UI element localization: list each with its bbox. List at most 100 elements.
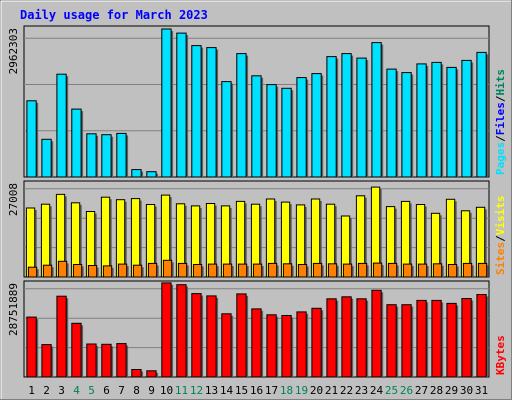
bar-sites-day-16 [252, 263, 263, 278]
bar-kbytes-day-15 [236, 293, 247, 378]
bar-pages-day-6 [101, 134, 112, 178]
day-label-24: 24 [370, 384, 384, 397]
side-label-part: / [494, 95, 507, 102]
bar-kbytes-day-18 [281, 315, 292, 378]
max-label-top: 2962303 [7, 28, 20, 74]
bar-pages-day-27 [416, 63, 427, 178]
day-label-27: 27 [415, 384, 428, 397]
bar-kbytes-day-31 [476, 294, 487, 378]
bar-kbytes-day-24 [371, 289, 382, 378]
side-label-part: Files [494, 102, 507, 135]
bar-kbytes-day-9 [146, 370, 157, 378]
day-label-16: 16 [250, 384, 263, 397]
bar-sites-day-12 [192, 264, 203, 278]
bar-pages-day-10 [161, 28, 172, 178]
bar-sites-day-10 [162, 259, 173, 278]
day-label-19: 19 [295, 384, 308, 397]
bar-kbytes-day-28 [431, 299, 442, 378]
bar-pages-day-15 [236, 53, 247, 178]
bar-pages-day-20 [311, 73, 322, 178]
day-label-29: 29 [445, 384, 458, 397]
bar-kbytes-day-6 [101, 343, 112, 378]
bar-sites-day-20 [312, 262, 323, 278]
bar-sites-day-18 [282, 263, 293, 278]
bar-pages-day-9 [146, 171, 157, 178]
bar-pages-day-30 [461, 59, 472, 178]
bar-pages-day-19 [296, 77, 307, 178]
bar-sites-day-21 [327, 263, 338, 278]
side-label-middle: Sites/Visits [494, 196, 507, 276]
bar-sites-day-4 [72, 264, 83, 278]
chart-title: Daily usage for March 2023 [20, 8, 208, 22]
bar-visits-day-6 [100, 196, 111, 278]
day-label-6: 6 [103, 384, 110, 397]
day-label-17: 17 [265, 384, 278, 397]
bar-pages-day-25 [386, 68, 397, 178]
side-label-part: Visits [494, 196, 507, 236]
bar-sites-day-27 [417, 263, 428, 278]
day-label-23: 23 [355, 384, 368, 397]
bar-sites-day-3 [57, 260, 68, 278]
bar-sites-day-17 [267, 262, 278, 278]
bar-pages-day-28 [431, 61, 442, 178]
bar-sites-day-26 [402, 263, 413, 278]
day-label-1: 1 [28, 384, 35, 397]
bar-pages-day-14 [221, 81, 232, 178]
bar-sites-day-31 [477, 262, 488, 278]
bar-sites-day-28 [432, 263, 443, 278]
day-label-21: 21 [325, 384, 338, 397]
day-label-12: 12 [190, 384, 203, 397]
bar-kbytes-day-4 [71, 322, 82, 378]
day-label-7: 7 [118, 384, 125, 397]
bar-kbytes-day-10 [161, 282, 172, 378]
bar-sites-day-1 [27, 266, 38, 278]
bar-pages-day-22 [341, 53, 352, 178]
bar-pages-day-5 [86, 133, 97, 178]
bar-pages-day-29 [446, 66, 457, 178]
bar-pages-day-18 [281, 87, 292, 178]
bar-sites-day-8 [132, 264, 143, 278]
bar-kbytes-day-12 [191, 293, 202, 378]
day-label-9: 9 [148, 384, 155, 397]
day-label-11: 11 [175, 384, 188, 397]
bar-sites-day-15 [237, 263, 248, 278]
day-label-13: 13 [205, 384, 218, 397]
max-label-bottom: 28751889 [7, 283, 20, 336]
side-label-part: KBytes [494, 335, 507, 375]
bar-sites-day-9 [147, 262, 158, 278]
bar-pages-day-24 [371, 42, 382, 178]
bar-kbytes-day-23 [356, 298, 367, 378]
bar-kbytes-day-8 [131, 369, 142, 378]
side-label-part: Pages [494, 142, 507, 175]
day-label-26: 26 [400, 384, 413, 397]
side-label-bottom: KBytes [494, 335, 507, 375]
bar-sites-day-2 [42, 264, 53, 278]
bar-kbytes-day-29 [446, 302, 457, 378]
panel-bottom: 28751889 KBytes [7, 280, 507, 378]
bar-kbytes-day-30 [461, 298, 472, 378]
bar-sites-day-23 [357, 262, 368, 278]
bar-kbytes-day-5 [86, 343, 97, 378]
day-label-18: 18 [280, 384, 293, 397]
day-label-14: 14 [220, 384, 234, 397]
bar-kbytes-day-17 [266, 314, 277, 378]
day-label-8: 8 [133, 384, 140, 397]
max-label-middle: 27008 [7, 183, 20, 216]
day-label-22: 22 [340, 384, 353, 397]
bar-pages-day-26 [401, 72, 412, 178]
bar-sites-day-30 [462, 262, 473, 278]
bar-pages-day-13 [206, 47, 217, 178]
bar-sites-day-13 [207, 263, 218, 278]
side-label-part: / [494, 235, 507, 242]
panel-middle: 27008 Sites/Visits [7, 180, 507, 278]
bar-pages-day-23 [356, 57, 367, 178]
bar-kbytes-day-22 [341, 296, 352, 378]
side-label-part: Sites [494, 242, 507, 275]
bar-kbytes-day-14 [221, 313, 232, 378]
day-label-28: 28 [430, 384, 443, 397]
bar-sites-day-11 [177, 262, 188, 278]
bar-pages-day-8 [131, 169, 142, 178]
bar-pages-day-16 [251, 75, 262, 178]
